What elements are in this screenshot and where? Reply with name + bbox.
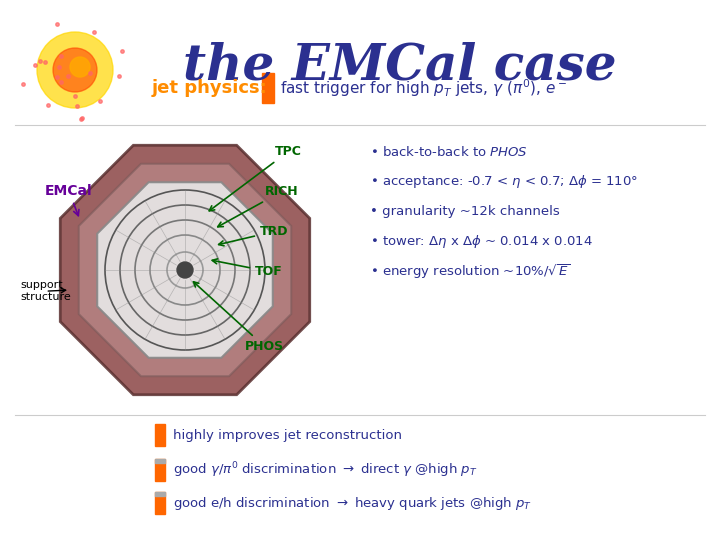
Polygon shape: [78, 164, 292, 376]
Bar: [155, 492, 165, 514]
Text: TPC: TPC: [210, 145, 302, 211]
Text: • acceptance: -0.7 < $\eta$ < 0.7; $\Delta\phi$ = 110°: • acceptance: -0.7 < $\eta$ < 0.7; $\Del…: [370, 173, 638, 191]
Circle shape: [177, 262, 193, 278]
Text: • back-to-back to $\it{PHOS}$: • back-to-back to $\it{PHOS}$: [370, 145, 528, 159]
Bar: [155, 492, 165, 496]
Text: TOF: TOF: [212, 259, 283, 278]
Text: • granularity ~12k channels: • granularity ~12k channels: [370, 206, 559, 219]
Text: support
structure: support structure: [20, 280, 71, 302]
Text: jet physics:: jet physics:: [152, 79, 268, 97]
Polygon shape: [60, 145, 310, 395]
Text: RICH: RICH: [217, 185, 299, 227]
Bar: [155, 459, 165, 481]
Circle shape: [70, 57, 90, 77]
Bar: [155, 459, 165, 463]
Polygon shape: [97, 182, 273, 358]
Text: EMCal: EMCal: [45, 184, 93, 215]
Text: PHOS: PHOS: [194, 282, 284, 353]
Text: TRD: TRD: [219, 225, 289, 246]
Text: highly improves jet reconstruction: highly improves jet reconstruction: [173, 429, 402, 442]
Text: the EMCal case: the EMCal case: [183, 42, 617, 91]
Circle shape: [53, 48, 97, 92]
Bar: [262, 73, 274, 103]
Text: • energy resolution ~10%/$\sqrt{E}$: • energy resolution ~10%/$\sqrt{E}$: [370, 262, 570, 281]
Bar: [155, 424, 165, 446]
Circle shape: [37, 32, 113, 108]
Text: good e/h discrimination $\rightarrow$ heavy quark jets @high $p_T$: good e/h discrimination $\rightarrow$ he…: [173, 495, 532, 511]
Text: good $\gamma$/$\pi^0$ discrimination $\rightarrow$ direct $\gamma$ @high $p_T$: good $\gamma$/$\pi^0$ discrimination $\r…: [173, 460, 477, 480]
Text: • tower: $\Delta\eta$ x $\Delta\phi$ ~ 0.014 x 0.014: • tower: $\Delta\eta$ x $\Delta\phi$ ~ 0…: [370, 233, 593, 251]
Text: fast trigger for high $p_T$ jets, $\gamma$ ($\pi^0$), $e^-$: fast trigger for high $p_T$ jets, $\gamm…: [280, 77, 567, 99]
